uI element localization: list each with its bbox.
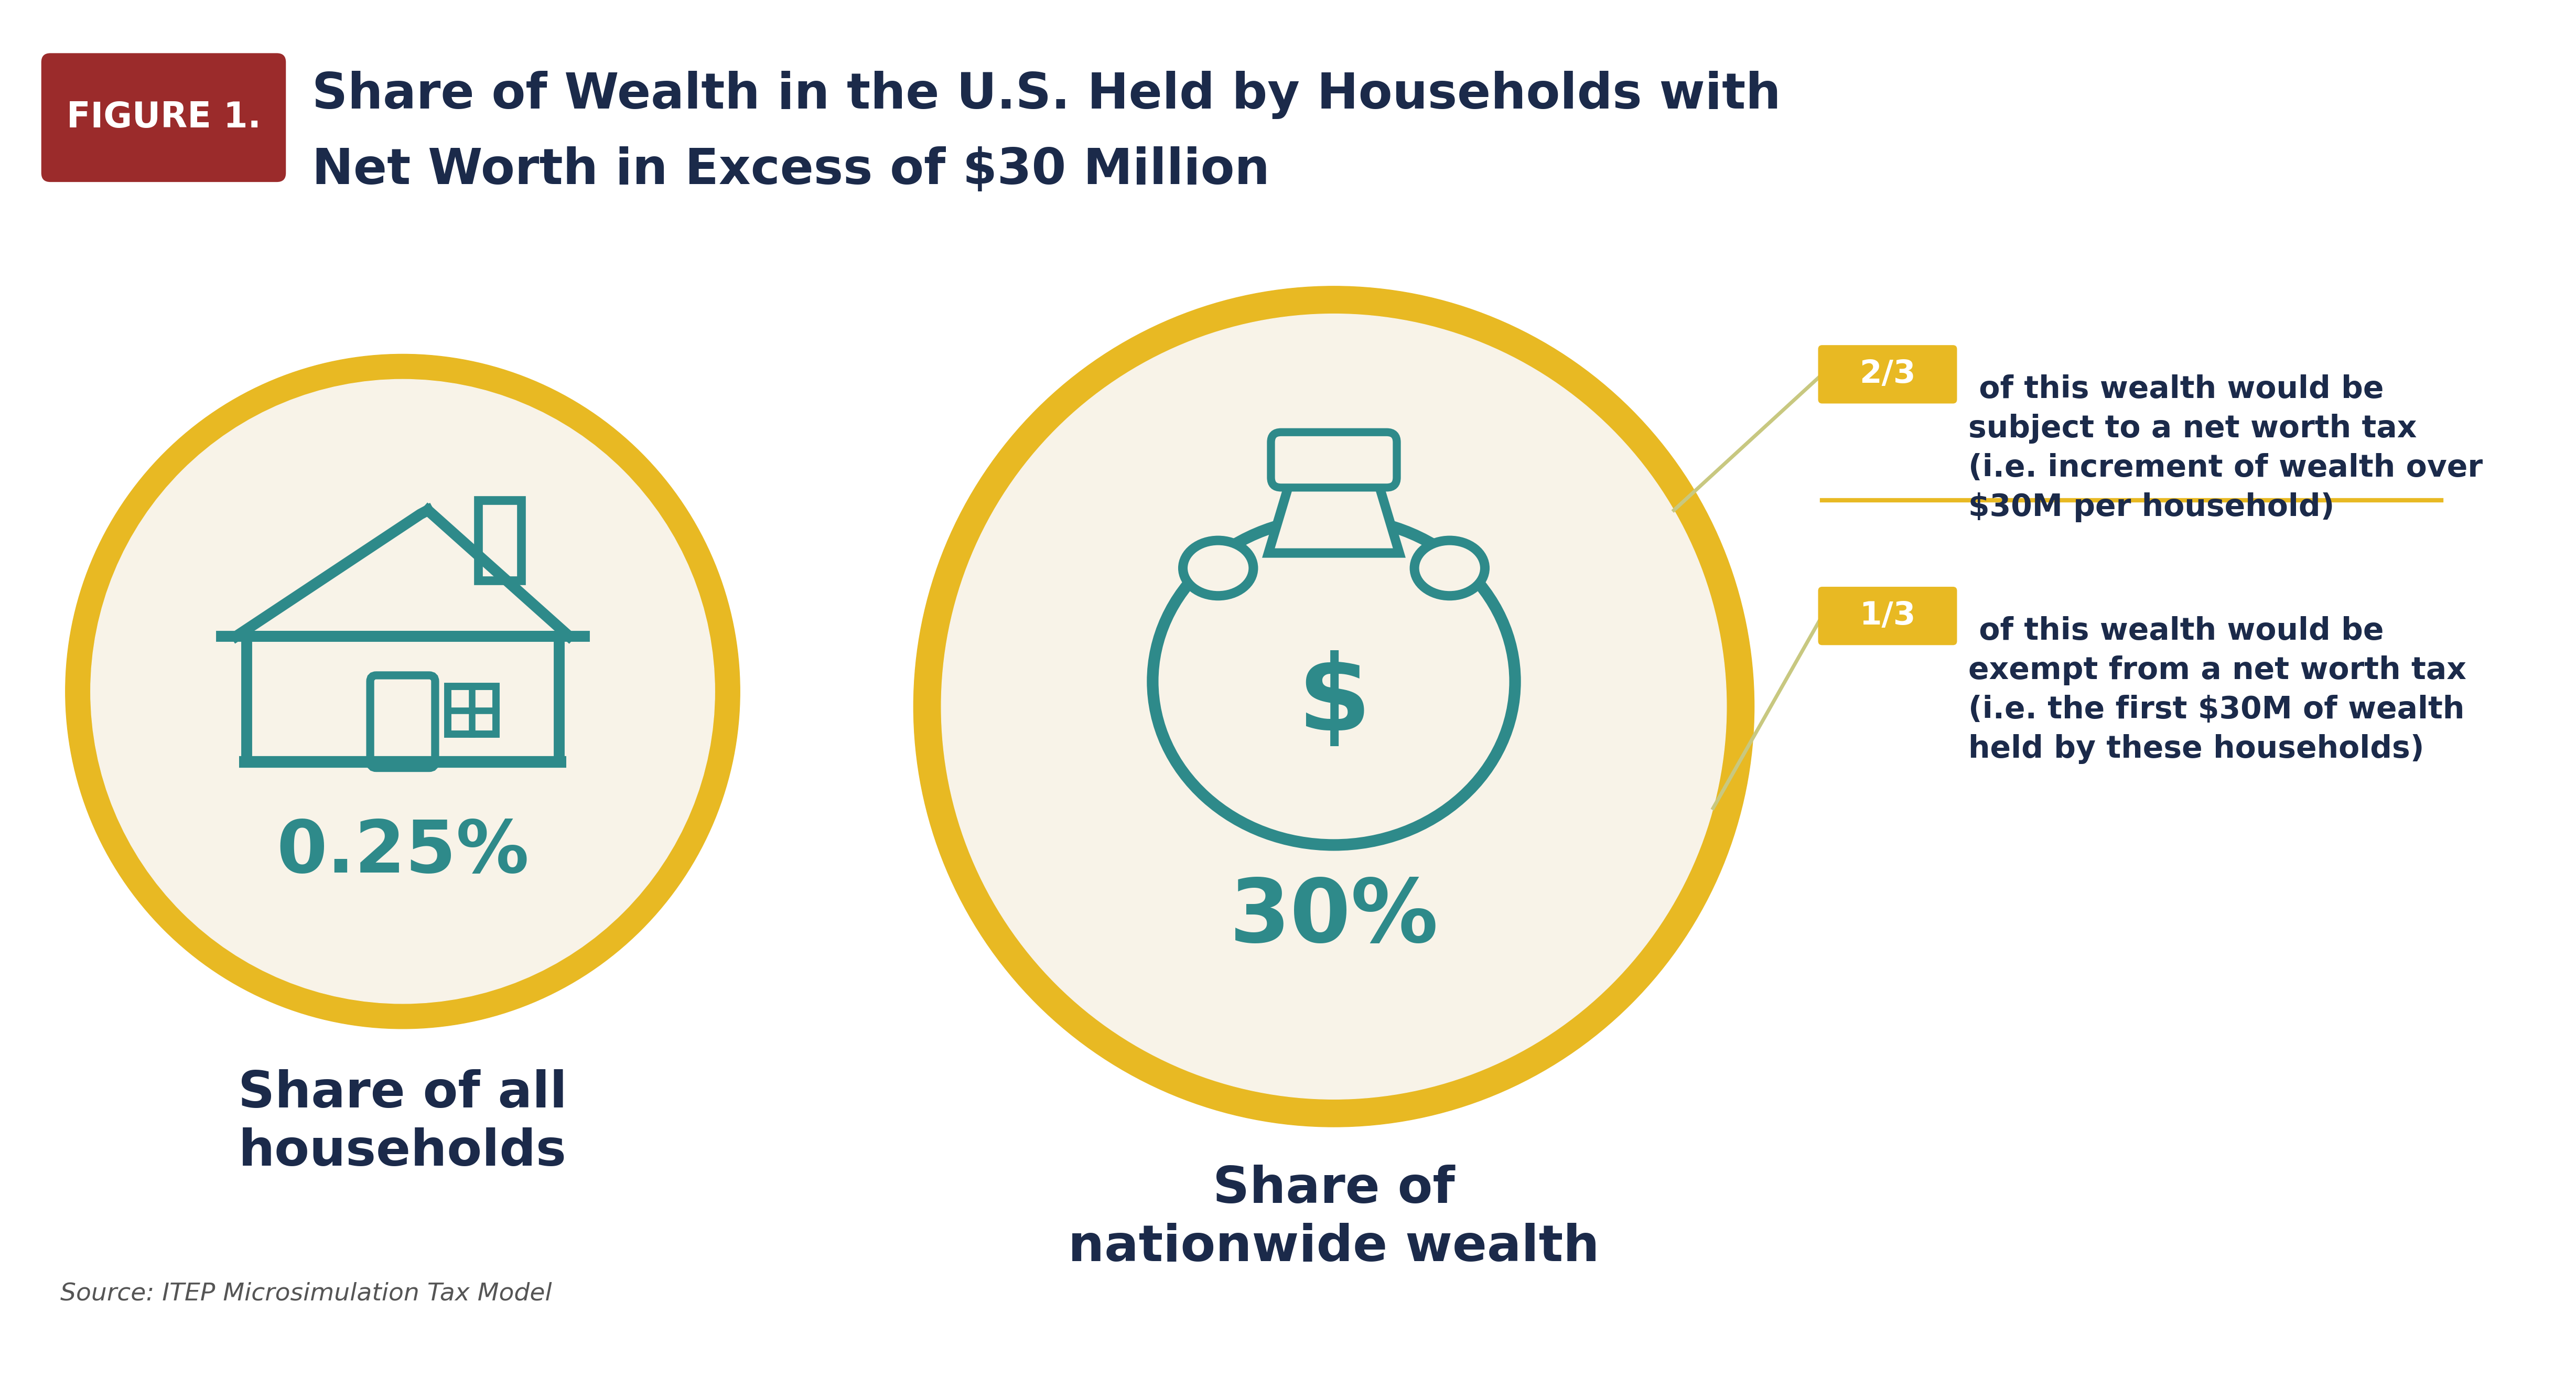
Text: $: $: [1298, 651, 1370, 753]
Ellipse shape: [1182, 540, 1255, 596]
Text: Share of
nationwide wealth: Share of nationwide wealth: [1069, 1164, 1600, 1272]
Text: FIGURE 1.: FIGURE 1.: [67, 101, 260, 134]
FancyBboxPatch shape: [371, 676, 435, 768]
FancyBboxPatch shape: [479, 501, 520, 581]
Circle shape: [914, 287, 1754, 1126]
Text: of this wealth would be
exempt from a net worth tax
(i.e. the first $30M of weal: of this wealth would be exempt from a ne…: [1968, 616, 2465, 764]
Text: 1/3: 1/3: [1860, 600, 1917, 631]
FancyBboxPatch shape: [448, 687, 495, 734]
Ellipse shape: [1151, 518, 1515, 845]
FancyBboxPatch shape: [247, 637, 559, 762]
Text: Net Worth in Excess of $30 Million: Net Worth in Excess of $30 Million: [312, 147, 1270, 194]
Text: Share of all
households: Share of all households: [237, 1069, 567, 1177]
FancyBboxPatch shape: [41, 53, 286, 182]
Text: Source: ITEP Microsimulation Tax Model: Source: ITEP Microsimulation Tax Model: [59, 1281, 551, 1305]
Text: 2/3: 2/3: [1860, 358, 1917, 390]
Ellipse shape: [1414, 540, 1484, 596]
Polygon shape: [1267, 477, 1399, 553]
Text: 30%: 30%: [1229, 876, 1437, 961]
Polygon shape: [1267, 477, 1399, 553]
Circle shape: [64, 354, 739, 1028]
FancyBboxPatch shape: [1819, 586, 1958, 645]
Text: of this wealth would be
subject to a net worth tax
(i.e. increment of wealth ove: of this wealth would be subject to a net…: [1968, 375, 2483, 522]
Circle shape: [940, 313, 1726, 1100]
Text: Share of Wealth in the U.S. Held by Households with: Share of Wealth in the U.S. Held by Hous…: [312, 71, 1780, 119]
FancyBboxPatch shape: [1819, 346, 1958, 403]
FancyBboxPatch shape: [1270, 432, 1396, 488]
Text: 0.25%: 0.25%: [276, 817, 528, 888]
Circle shape: [90, 379, 714, 1003]
